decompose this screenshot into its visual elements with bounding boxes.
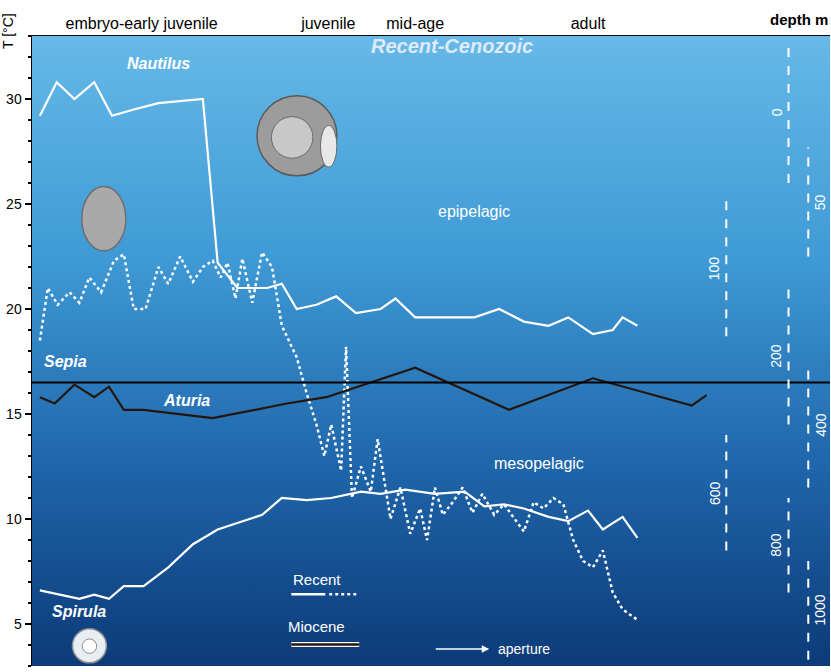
svg-text:epipelagic: epipelagic <box>438 203 510 220</box>
svg-text:Nautilus: Nautilus <box>127 55 190 72</box>
svg-text:depth m: depth m <box>770 11 828 28</box>
svg-text:Miocene: Miocene <box>288 618 345 635</box>
svg-text:embryo-early juvenile: embryo-early juvenile <box>66 15 218 32</box>
svg-text:100: 100 <box>706 257 722 281</box>
svg-text:1000: 1000 <box>812 594 828 625</box>
svg-text:Aturia: Aturia <box>163 392 210 409</box>
svg-text:15: 15 <box>6 406 22 422</box>
svg-text:mesopelagic: mesopelagic <box>494 455 584 472</box>
svg-text:50: 50 <box>812 194 828 210</box>
svg-text:5: 5 <box>14 616 22 632</box>
svg-text:400: 400 <box>813 413 829 437</box>
svg-text:25: 25 <box>6 196 22 212</box>
svg-text:aperture: aperture <box>498 641 550 657</box>
svg-text:Sepia: Sepia <box>44 353 87 370</box>
svg-text:800: 800 <box>768 533 784 557</box>
svg-text:adult: adult <box>571 15 606 32</box>
svg-text:mid-age: mid-age <box>386 15 444 32</box>
svg-text:0: 0 <box>769 108 785 116</box>
svg-text:30: 30 <box>6 91 22 107</box>
svg-text:Recent-Cenozoic: Recent-Cenozoic <box>371 35 533 57</box>
svg-text:200: 200 <box>768 344 784 368</box>
svg-text:20: 20 <box>6 301 22 317</box>
svg-text:Spirula: Spirula <box>52 603 106 620</box>
svg-text:juvenile: juvenile <box>300 15 355 32</box>
svg-text:Recent: Recent <box>293 571 341 588</box>
svg-text:T [°C]: T [°C] <box>0 13 16 49</box>
svg-text:10: 10 <box>6 511 22 527</box>
svg-text:600: 600 <box>707 481 723 505</box>
